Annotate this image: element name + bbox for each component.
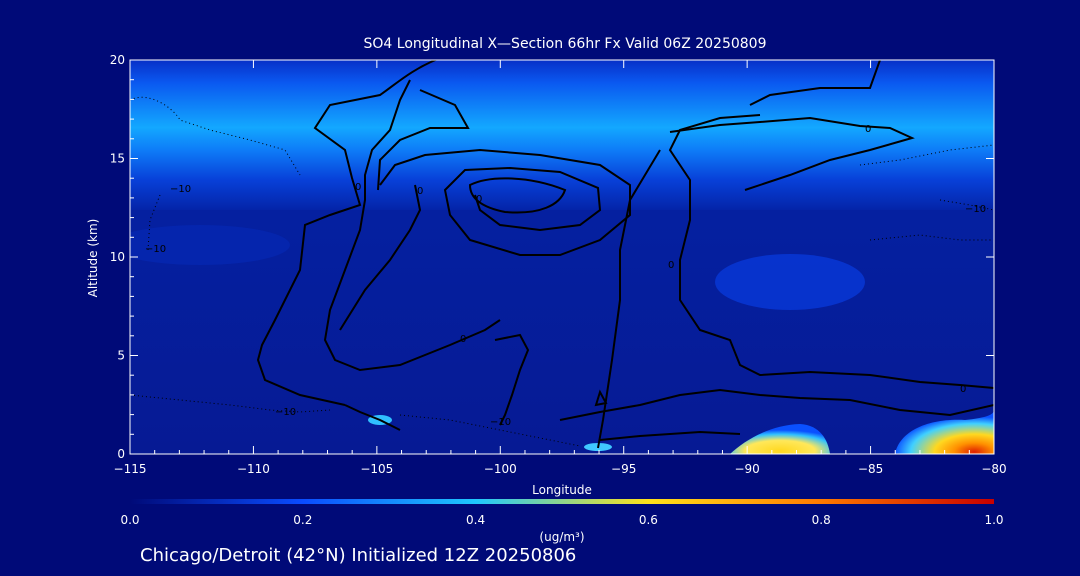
colorbar-units: (ug/m³) — [539, 530, 584, 544]
contour-label: −10 — [170, 184, 191, 195]
contour-label: 0 — [865, 124, 871, 135]
x-tick-label: −100 — [484, 462, 517, 476]
x-tick-label: −115 — [114, 462, 147, 476]
heatmap-field — [130, 60, 994, 454]
colorbar-tick-label: 1.0 — [984, 513, 1003, 527]
x-tick-label: −110 — [237, 462, 270, 476]
contour-label: −10 — [145, 244, 166, 255]
contour-line — [559, 388, 994, 421]
contour-dotted — [147, 194, 161, 251]
field-mid-patch — [130, 225, 290, 265]
colorbar-tick-label: 0.8 — [812, 513, 831, 527]
contour-line — [323, 79, 501, 372]
contour-dotted — [130, 394, 331, 413]
x-tick-label: −105 — [360, 462, 393, 476]
x-tick-label: −90 — [734, 462, 759, 476]
surface-plume-central — [730, 424, 830, 454]
y-tick-label: 5 — [117, 349, 125, 363]
field-upper-band — [130, 60, 994, 210]
contour-dotted — [859, 144, 994, 166]
surface-plume-east — [895, 410, 994, 454]
y-tick-label: 20 — [110, 53, 125, 67]
colorbar-tick-label: 0.4 — [466, 513, 485, 527]
y-tick-label: 10 — [110, 250, 125, 264]
contour-line — [256, 60, 438, 406]
colorbar-tick-label: 0.2 — [293, 513, 312, 527]
colorbar-ticks: 0.0 0.2 0.4 0.6 0.8 1.0 — [120, 513, 1003, 527]
contour-label: 0 — [960, 384, 966, 395]
contour-lines — [130, 60, 994, 449]
footer-caption: Chicago/Detroit (42°N) Initialized 12Z 2… — [140, 545, 576, 566]
contour-label: −10 — [490, 417, 511, 428]
contour-label: 0 — [476, 194, 482, 205]
x-tick-label: −80 — [981, 462, 1006, 476]
y-tick-label: 15 — [110, 152, 125, 166]
contour-line — [669, 116, 915, 191]
colorbar-tick-label: 0.6 — [639, 513, 658, 527]
contour-line — [594, 389, 608, 407]
contour-line — [379, 148, 631, 256]
x-axis-label: Longitude — [532, 483, 592, 497]
contour-line — [377, 89, 470, 191]
contour-line — [494, 333, 530, 426]
chart-title: SO4 Longitudinal X—Section 66hr Fx Valid… — [364, 36, 767, 52]
contour-label: −10 — [965, 204, 986, 215]
y-tick-label: 0 — [117, 447, 125, 461]
colorbar — [130, 499, 994, 504]
contour-label: −10 — [275, 407, 296, 418]
x-axis: −115 −110 −105 −100 −95 −90 −85 −80 — [114, 60, 1007, 476]
contour-labels: 0 0 0 0 0 0 0 −10 −10 −10 −10 −10 — [145, 124, 986, 428]
field-mid-patch — [715, 254, 865, 310]
y-axis: 0 5 10 15 20 — [110, 53, 994, 461]
contour-line — [668, 114, 994, 389]
contour-label: 0 — [460, 334, 466, 345]
contour-line — [344, 404, 401, 431]
contour-label: 0 — [417, 186, 423, 197]
contour-line — [599, 430, 741, 441]
contour-line — [597, 149, 661, 449]
y-axis-label: Altitude (km) — [86, 219, 100, 298]
x-tick-label: −85 — [858, 462, 883, 476]
colorbar-tick-label: 0.0 — [120, 513, 139, 527]
contour-label: 0 — [668, 260, 674, 271]
contour-line — [749, 60, 881, 106]
contour-line — [339, 184, 422, 331]
contour-label: 0 — [355, 182, 361, 193]
contour-line — [468, 177, 567, 214]
x-tick-label: −95 — [611, 462, 636, 476]
